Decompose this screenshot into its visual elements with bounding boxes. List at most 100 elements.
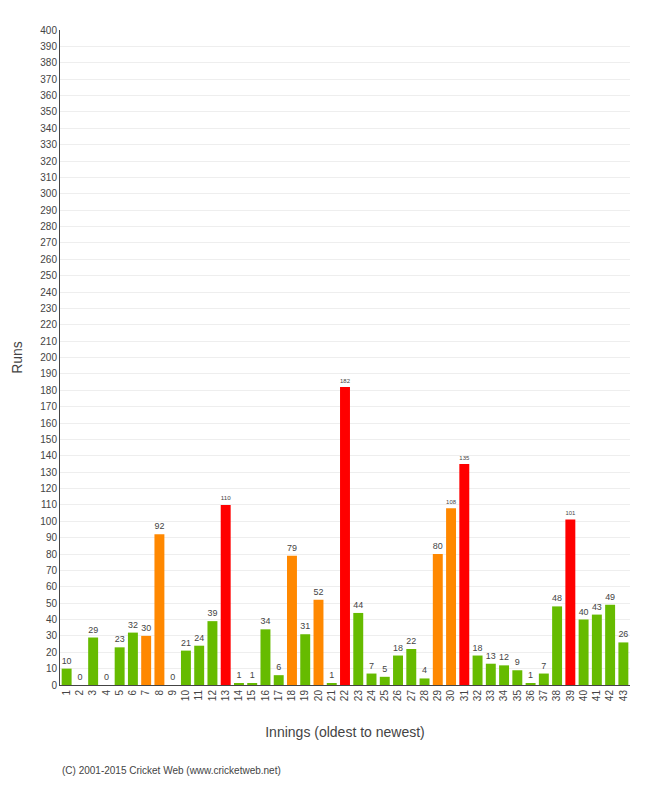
- svg-text:36: 36: [525, 690, 536, 702]
- svg-text:48: 48: [552, 593, 562, 603]
- svg-text:4: 4: [101, 690, 112, 696]
- svg-text:130: 130: [40, 467, 57, 478]
- svg-text:14: 14: [233, 690, 244, 702]
- svg-text:380: 380: [40, 57, 57, 68]
- svg-text:20: 20: [313, 690, 324, 702]
- svg-text:40: 40: [578, 690, 589, 702]
- svg-text:18: 18: [473, 643, 483, 653]
- svg-text:29: 29: [432, 690, 443, 702]
- svg-text:16: 16: [260, 690, 271, 702]
- svg-text:340: 340: [40, 123, 57, 134]
- svg-text:250: 250: [40, 270, 57, 281]
- svg-text:33: 33: [485, 690, 496, 702]
- svg-text:182: 182: [340, 378, 350, 384]
- svg-text:21: 21: [326, 690, 337, 702]
- svg-text:Runs: Runs: [9, 341, 25, 374]
- svg-text:110: 110: [221, 494, 231, 501]
- svg-text:100: 100: [40, 516, 57, 527]
- svg-text:0: 0: [51, 680, 57, 691]
- svg-text:31: 31: [459, 690, 470, 702]
- svg-text:60: 60: [46, 581, 58, 592]
- svg-text:52: 52: [314, 587, 324, 597]
- svg-text:7: 7: [541, 661, 546, 671]
- svg-text:200: 200: [40, 352, 57, 363]
- svg-text:38: 38: [551, 690, 562, 702]
- svg-text:37: 37: [538, 690, 549, 702]
- svg-text:0: 0: [104, 672, 109, 682]
- svg-text:32: 32: [472, 690, 483, 702]
- svg-text:140: 140: [40, 450, 57, 461]
- svg-text:1: 1: [236, 670, 241, 680]
- svg-text:43: 43: [618, 690, 629, 702]
- svg-text:135: 135: [459, 455, 470, 461]
- svg-text:29: 29: [88, 625, 98, 635]
- svg-text:5: 5: [114, 690, 125, 696]
- svg-text:26: 26: [392, 690, 403, 702]
- svg-text:3: 3: [87, 690, 98, 696]
- svg-text:44: 44: [353, 600, 363, 610]
- svg-text:39: 39: [207, 608, 217, 618]
- svg-text:43: 43: [592, 602, 602, 612]
- svg-text:70: 70: [46, 565, 58, 576]
- svg-text:320: 320: [40, 156, 57, 167]
- svg-text:10: 10: [62, 656, 72, 666]
- svg-text:1: 1: [528, 670, 533, 680]
- svg-text:(C) 2001-2015 Cricket Web (www: (C) 2001-2015 Cricket Web (www.cricketwe…: [62, 765, 281, 776]
- svg-text:90: 90: [46, 532, 58, 543]
- svg-text:390: 390: [40, 41, 57, 52]
- svg-text:1: 1: [61, 690, 72, 696]
- svg-text:32: 32: [128, 620, 138, 630]
- svg-text:19: 19: [299, 690, 310, 702]
- svg-text:280: 280: [40, 221, 57, 232]
- svg-text:80: 80: [46, 549, 58, 560]
- svg-text:28: 28: [419, 690, 430, 702]
- svg-text:18: 18: [393, 643, 403, 653]
- svg-text:160: 160: [40, 418, 57, 429]
- svg-text:8: 8: [154, 690, 165, 696]
- svg-text:40: 40: [579, 607, 589, 617]
- svg-text:39: 39: [565, 690, 576, 702]
- svg-text:11: 11: [193, 690, 204, 701]
- svg-text:12: 12: [499, 652, 509, 662]
- svg-text:22: 22: [406, 636, 416, 646]
- svg-text:10: 10: [46, 663, 58, 674]
- svg-text:30: 30: [445, 690, 456, 702]
- svg-text:230: 230: [40, 303, 57, 314]
- svg-text:150: 150: [40, 434, 57, 445]
- svg-text:170: 170: [40, 401, 57, 412]
- svg-text:240: 240: [40, 287, 57, 298]
- svg-text:13: 13: [486, 651, 496, 661]
- svg-text:5: 5: [382, 664, 387, 674]
- svg-text:101: 101: [565, 510, 576, 516]
- svg-text:92: 92: [154, 521, 164, 531]
- svg-text:10: 10: [180, 690, 191, 702]
- svg-text:300: 300: [40, 188, 57, 199]
- svg-text:20: 20: [46, 647, 58, 658]
- svg-text:6: 6: [276, 662, 281, 672]
- svg-text:40: 40: [46, 614, 58, 625]
- svg-text:120: 120: [40, 483, 57, 494]
- svg-text:360: 360: [40, 90, 57, 101]
- svg-text:260: 260: [40, 254, 57, 265]
- svg-text:1: 1: [329, 670, 334, 680]
- svg-text:24: 24: [194, 633, 204, 643]
- svg-text:15: 15: [246, 690, 257, 702]
- svg-text:26: 26: [618, 629, 628, 639]
- svg-text:6: 6: [127, 690, 138, 696]
- svg-text:220: 220: [40, 319, 57, 330]
- svg-text:18: 18: [286, 690, 297, 702]
- svg-text:13: 13: [220, 690, 231, 702]
- svg-text:0: 0: [170, 672, 175, 682]
- svg-text:27: 27: [406, 690, 417, 702]
- svg-text:330: 330: [40, 139, 57, 150]
- svg-text:Innings (oldest to newest): Innings (oldest to newest): [265, 724, 425, 740]
- svg-text:22: 22: [339, 690, 350, 702]
- svg-text:9: 9: [515, 657, 520, 667]
- svg-text:35: 35: [512, 690, 523, 702]
- svg-text:23: 23: [115, 634, 125, 644]
- svg-text:110: 110: [41, 499, 57, 510]
- svg-text:30: 30: [141, 623, 151, 633]
- svg-text:41: 41: [591, 690, 602, 702]
- svg-text:34: 34: [260, 616, 270, 626]
- svg-text:1: 1: [250, 670, 255, 680]
